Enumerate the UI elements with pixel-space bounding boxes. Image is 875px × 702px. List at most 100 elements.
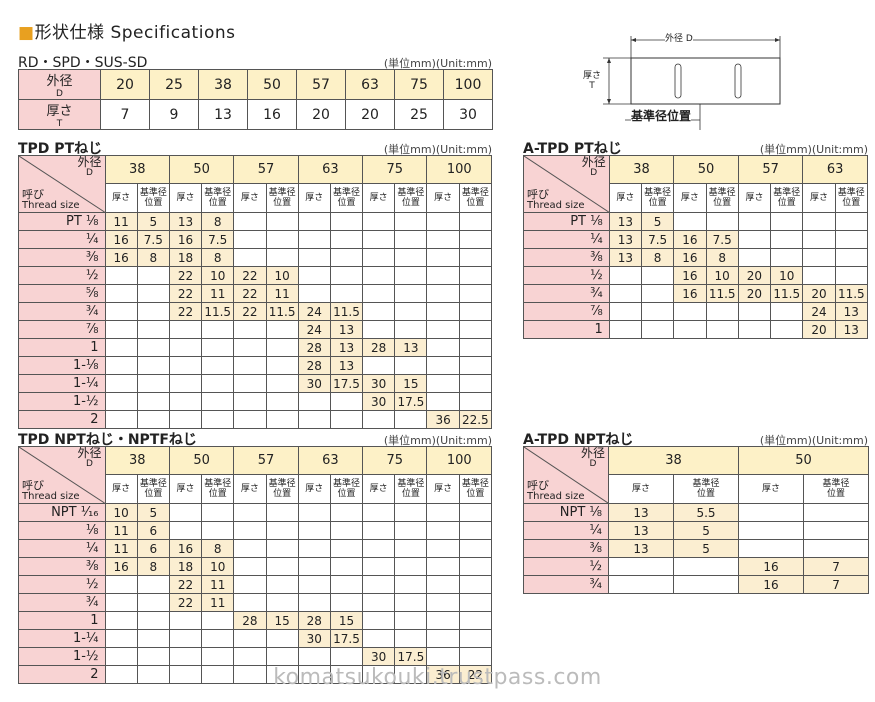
thickness-cell <box>104 284 138 303</box>
diameter-header: 63 <box>297 155 364 184</box>
corner-thread-label: 呼び Thread size <box>22 189 80 211</box>
reference-position-subheader: 基準径 位置 <box>705 183 739 213</box>
reference-position-cell <box>265 503 299 522</box>
reference-position-cell <box>394 266 428 285</box>
reference-position-subheader: 基準径 位置 <box>265 474 299 504</box>
reference-position-subheader: 基準径 位置 <box>136 183 170 213</box>
reference-position-cell <box>265 320 299 339</box>
diameter-header: 50 <box>673 155 739 184</box>
thickness-cell <box>426 320 460 339</box>
thickness-cell <box>168 356 203 375</box>
thickness-subheader: 厚さ <box>802 183 836 213</box>
table-row: NPT ⅛ 13 5.5 <box>523 503 870 522</box>
reference-position-cell: 13 <box>329 356 364 375</box>
rd-diameter-cell: 100 <box>443 69 493 100</box>
rd-table: 外径 D 20 25 38 50 57 63 75 100 厚さ T 7 9 13 … <box>18 69 493 130</box>
reference-position-cell <box>201 665 235 684</box>
thickness-cell <box>297 230 331 249</box>
table-row: 1 20 13 <box>523 320 869 339</box>
ref-sub-line1: 基準径 <box>644 188 672 198</box>
reference-position-cell: 15 <box>265 611 299 630</box>
thread-size-cell: 1-⅛ <box>18 356 106 375</box>
thickness-cell <box>104 593 138 612</box>
thickness-cell: 36 <box>426 410 460 429</box>
thickness-cell <box>673 302 707 321</box>
thickness-cell: 10 <box>104 503 138 522</box>
thickness-cell <box>362 521 396 540</box>
reference-position-subheader: 基準径 位置 <box>394 183 428 213</box>
thickness-cell: 28 <box>297 356 331 375</box>
reference-position-cell <box>136 392 170 411</box>
table-row: ¾ 22 11.5 22 11.5 24 11.5 <box>18 302 493 321</box>
thread-size-cell: 1-½ <box>18 647 106 666</box>
reference-position-cell <box>770 248 804 267</box>
reference-position-cell <box>201 647 235 666</box>
reference-position-cell <box>329 521 364 540</box>
reference-position-cell: 5 <box>672 521 740 540</box>
tpd-pt-table-wrap: 外径 D 呼び Thread size 38 50 57 63 75 100 厚さ 基準径 位置 厚さ 基準… <box>18 155 493 429</box>
reference-position-cell <box>458 338 493 357</box>
rd-row-diameter: 外径 D 20 25 38 50 57 63 75 100 <box>18 69 493 100</box>
reference-position-cell <box>803 539 870 558</box>
reference-position-cell <box>394 302 428 321</box>
reference-position-cell: 8 <box>201 539 235 558</box>
reference-position-cell <box>803 503 870 522</box>
reference-position-cell <box>394 665 428 684</box>
reference-position-cell: 5 <box>136 503 170 522</box>
reference-position-cell: 10 <box>770 266 804 285</box>
diameter-header: 100 <box>426 155 492 184</box>
thread-size-cell: 1 <box>18 611 106 630</box>
thickness-cell <box>426 539 460 558</box>
reference-position-cell <box>136 302 170 321</box>
thickness-cell <box>233 320 267 339</box>
thickness-cell <box>608 266 642 285</box>
thickness-cell <box>168 374 203 393</box>
reference-position-cell: 8 <box>136 248 170 267</box>
thread-size-cell: ⅜ <box>18 248 106 267</box>
reference-position-cell <box>329 266 364 285</box>
reference-position-cell <box>394 557 428 576</box>
rd-thickness-cell: 7 <box>100 99 150 130</box>
rd-row-thickness: 厚さ T 7 9 13 16 20 20 25 30 <box>18 99 493 130</box>
reference-position-subheader: 基準径 位置 <box>394 474 428 504</box>
thickness-cell <box>104 338 138 357</box>
thickness-cell <box>426 284 460 303</box>
tpd-pt-section-title: TPD PTねじ <box>18 141 103 157</box>
reference-position-cell <box>136 374 170 393</box>
rd-diameter-cell: 57 <box>296 69 346 100</box>
thickness-cell: 22 <box>168 284 203 303</box>
thread-size-cell: ¾ <box>523 575 609 594</box>
thickness-subheader: 厚さ <box>104 183 138 213</box>
rd-thickness-cell: 20 <box>345 99 395 130</box>
thickness-cell <box>297 539 331 558</box>
thread-size-cell: 1 <box>18 338 106 357</box>
thickness-cell <box>297 266 331 285</box>
table-row: 1-½ 30 17.5 <box>18 392 493 411</box>
ref-sub-line1: 基準径 <box>461 188 489 198</box>
reference-position-cell <box>394 284 428 303</box>
reference-position-cell <box>394 248 428 267</box>
thickness-cell <box>426 212 460 231</box>
reference-position-cell <box>394 593 428 612</box>
thickness-cell: 11 <box>104 212 138 231</box>
reference-position-cell <box>136 356 170 375</box>
reference-position-cell: 17.5 <box>394 647 428 666</box>
thickness-cell: 30 <box>297 629 331 648</box>
thickness-cell <box>233 356 267 375</box>
thread-size-cell: 1 <box>523 320 610 339</box>
thickness-cell <box>297 284 331 303</box>
corner-diameter-symbol: D <box>86 459 93 469</box>
rd-diameter-cell: 75 <box>394 69 444 100</box>
thickness-cell <box>297 647 331 666</box>
reference-position-cell <box>458 212 493 231</box>
plug-diagram-drawing <box>603 36 781 130</box>
thickness-cell <box>737 320 772 339</box>
thickness-cell <box>233 629 267 648</box>
reference-position-cell <box>834 266 869 285</box>
thickness-subheader: 厚さ <box>737 183 772 213</box>
reference-position-cell: 7.5 <box>201 230 235 249</box>
reference-position-cell: 11 <box>201 575 235 594</box>
thickness-cell: 22 <box>168 575 203 594</box>
reference-position-cell: 10 <box>201 557 235 576</box>
reference-position-cell <box>705 212 739 231</box>
